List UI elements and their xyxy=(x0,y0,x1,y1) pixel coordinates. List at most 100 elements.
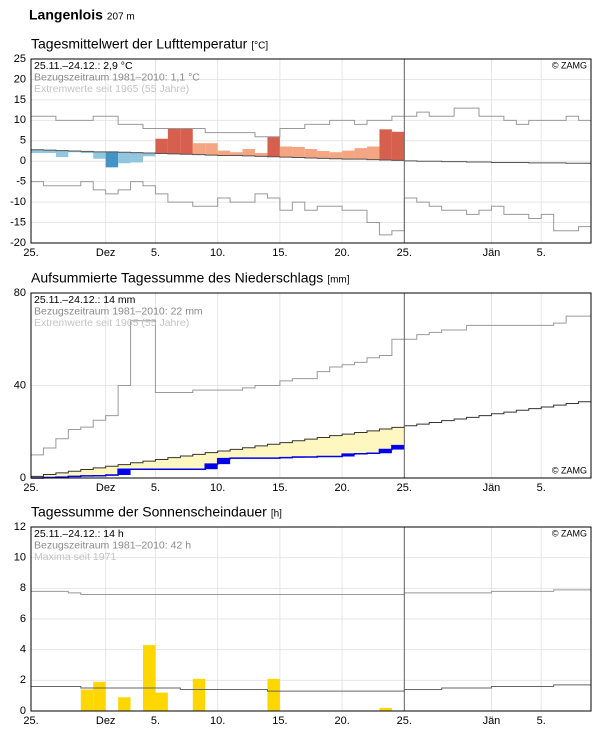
y-tick-label: 12 xyxy=(14,521,26,533)
bar xyxy=(80,151,94,154)
chart-unit: [°C] xyxy=(251,41,268,52)
bar xyxy=(93,681,106,711)
bar xyxy=(55,150,69,158)
bar xyxy=(80,689,94,711)
daily-increment xyxy=(217,458,231,465)
daily-increment xyxy=(391,445,405,450)
bar xyxy=(279,146,293,158)
observed-line xyxy=(31,444,405,479)
y-tick-label: -15 xyxy=(10,216,26,228)
bar xyxy=(242,148,255,156)
daily-increment xyxy=(379,449,392,454)
x-tick-label: 20. xyxy=(334,715,349,727)
y-tick-label: -20 xyxy=(10,237,26,249)
station-name: Langenlois xyxy=(29,7,103,23)
bar xyxy=(367,146,380,160)
y-tick-label: 0 xyxy=(20,472,26,484)
x-tick-label: 10. xyxy=(210,247,225,259)
bar xyxy=(304,148,318,158)
x-tick-label: 25. xyxy=(23,482,38,494)
daily-increment xyxy=(205,464,218,470)
plot-frame xyxy=(30,292,592,479)
x-tick-label: Jän xyxy=(483,715,501,727)
x-tick-label: 20. xyxy=(334,482,349,494)
y-tick-label: 15 xyxy=(14,94,26,106)
bar xyxy=(205,143,218,156)
bar xyxy=(118,697,131,711)
bar xyxy=(130,152,143,163)
x-tick-label: 5. xyxy=(151,715,160,727)
bar xyxy=(342,150,355,160)
bar xyxy=(43,150,56,154)
chart-unit: [mm] xyxy=(327,275,349,286)
bar xyxy=(143,645,156,711)
bar xyxy=(192,143,206,155)
x-tick-label: 5. xyxy=(151,247,160,259)
y-tick-label: 40 xyxy=(14,379,26,391)
bar xyxy=(31,149,44,154)
bar xyxy=(317,151,330,159)
source: © ZAMG xyxy=(552,465,587,475)
x-tick-label: Dez xyxy=(96,482,116,494)
x-tick-label: 25. xyxy=(397,715,412,727)
note: Bezugszeitraum 1981–2010: 42 h xyxy=(34,539,191,551)
x-tick-label: 25. xyxy=(397,247,412,259)
x-tick-label: 20. xyxy=(334,247,349,259)
plot-frame xyxy=(30,526,592,712)
note: 25.11.–24.12.: 2,9 °C xyxy=(34,60,133,72)
note: Bezugszeitraum 1981–2010: 22 mm xyxy=(34,305,203,317)
x-tick-label: 5. xyxy=(151,482,160,494)
bar xyxy=(68,151,81,153)
y-tick-label: 6 xyxy=(20,613,26,625)
note: Bezugszeitraum 1981–2010: 1,1 °C xyxy=(34,71,200,83)
x-tick-label: 15. xyxy=(272,715,287,727)
bar xyxy=(354,148,367,160)
plot-frame xyxy=(30,58,592,244)
x-tick-label: 5. xyxy=(537,482,546,494)
y-tick-label: 20 xyxy=(14,73,26,85)
x-tick-label: 25. xyxy=(23,715,38,727)
x-tick-label: 5. xyxy=(537,247,546,259)
note: 25.11.–24.12.: 14 mm xyxy=(34,294,136,306)
x-tick-label: Jän xyxy=(483,482,501,494)
note: Extremwerte seit 1965 (55 Jahre) xyxy=(34,83,189,95)
bar xyxy=(391,131,405,161)
y-tick-label: 10 xyxy=(14,552,26,564)
bar xyxy=(155,138,168,154)
chart-unit: [h] xyxy=(271,509,282,520)
x-tick-label: Dez xyxy=(96,715,116,727)
y-tick-label: 80 xyxy=(14,287,26,299)
bar xyxy=(180,128,193,155)
series-line xyxy=(31,684,591,692)
series-line xyxy=(31,149,591,164)
y-tick-label: -10 xyxy=(10,196,26,208)
x-tick-label: 25. xyxy=(397,482,412,494)
bar xyxy=(267,678,280,711)
bar xyxy=(143,153,156,157)
station-elevation: 207 m xyxy=(107,12,135,23)
x-tick-label: 10. xyxy=(210,715,225,727)
x-tick-label: 10. xyxy=(210,482,225,494)
x-tick-label: 25. xyxy=(23,247,38,259)
bar xyxy=(379,707,392,711)
bar xyxy=(292,146,305,158)
bar xyxy=(217,150,231,156)
y-tick-label: 2 xyxy=(20,674,26,686)
bar xyxy=(192,678,206,711)
series-line xyxy=(31,107,591,138)
bar xyxy=(230,152,243,156)
x-tick-label: 15. xyxy=(272,482,287,494)
series-line xyxy=(31,401,591,477)
x-tick-label: 15. xyxy=(272,247,287,259)
source: © ZAMG xyxy=(552,60,587,70)
source: © ZAMG xyxy=(552,528,587,538)
x-tick-label: Dez xyxy=(96,247,116,259)
series-line xyxy=(31,589,591,595)
y-tick-label: 8 xyxy=(20,582,26,594)
bar xyxy=(379,129,392,160)
y-tick-label: 10 xyxy=(14,114,26,126)
series-line xyxy=(31,315,591,456)
bar xyxy=(93,151,106,159)
